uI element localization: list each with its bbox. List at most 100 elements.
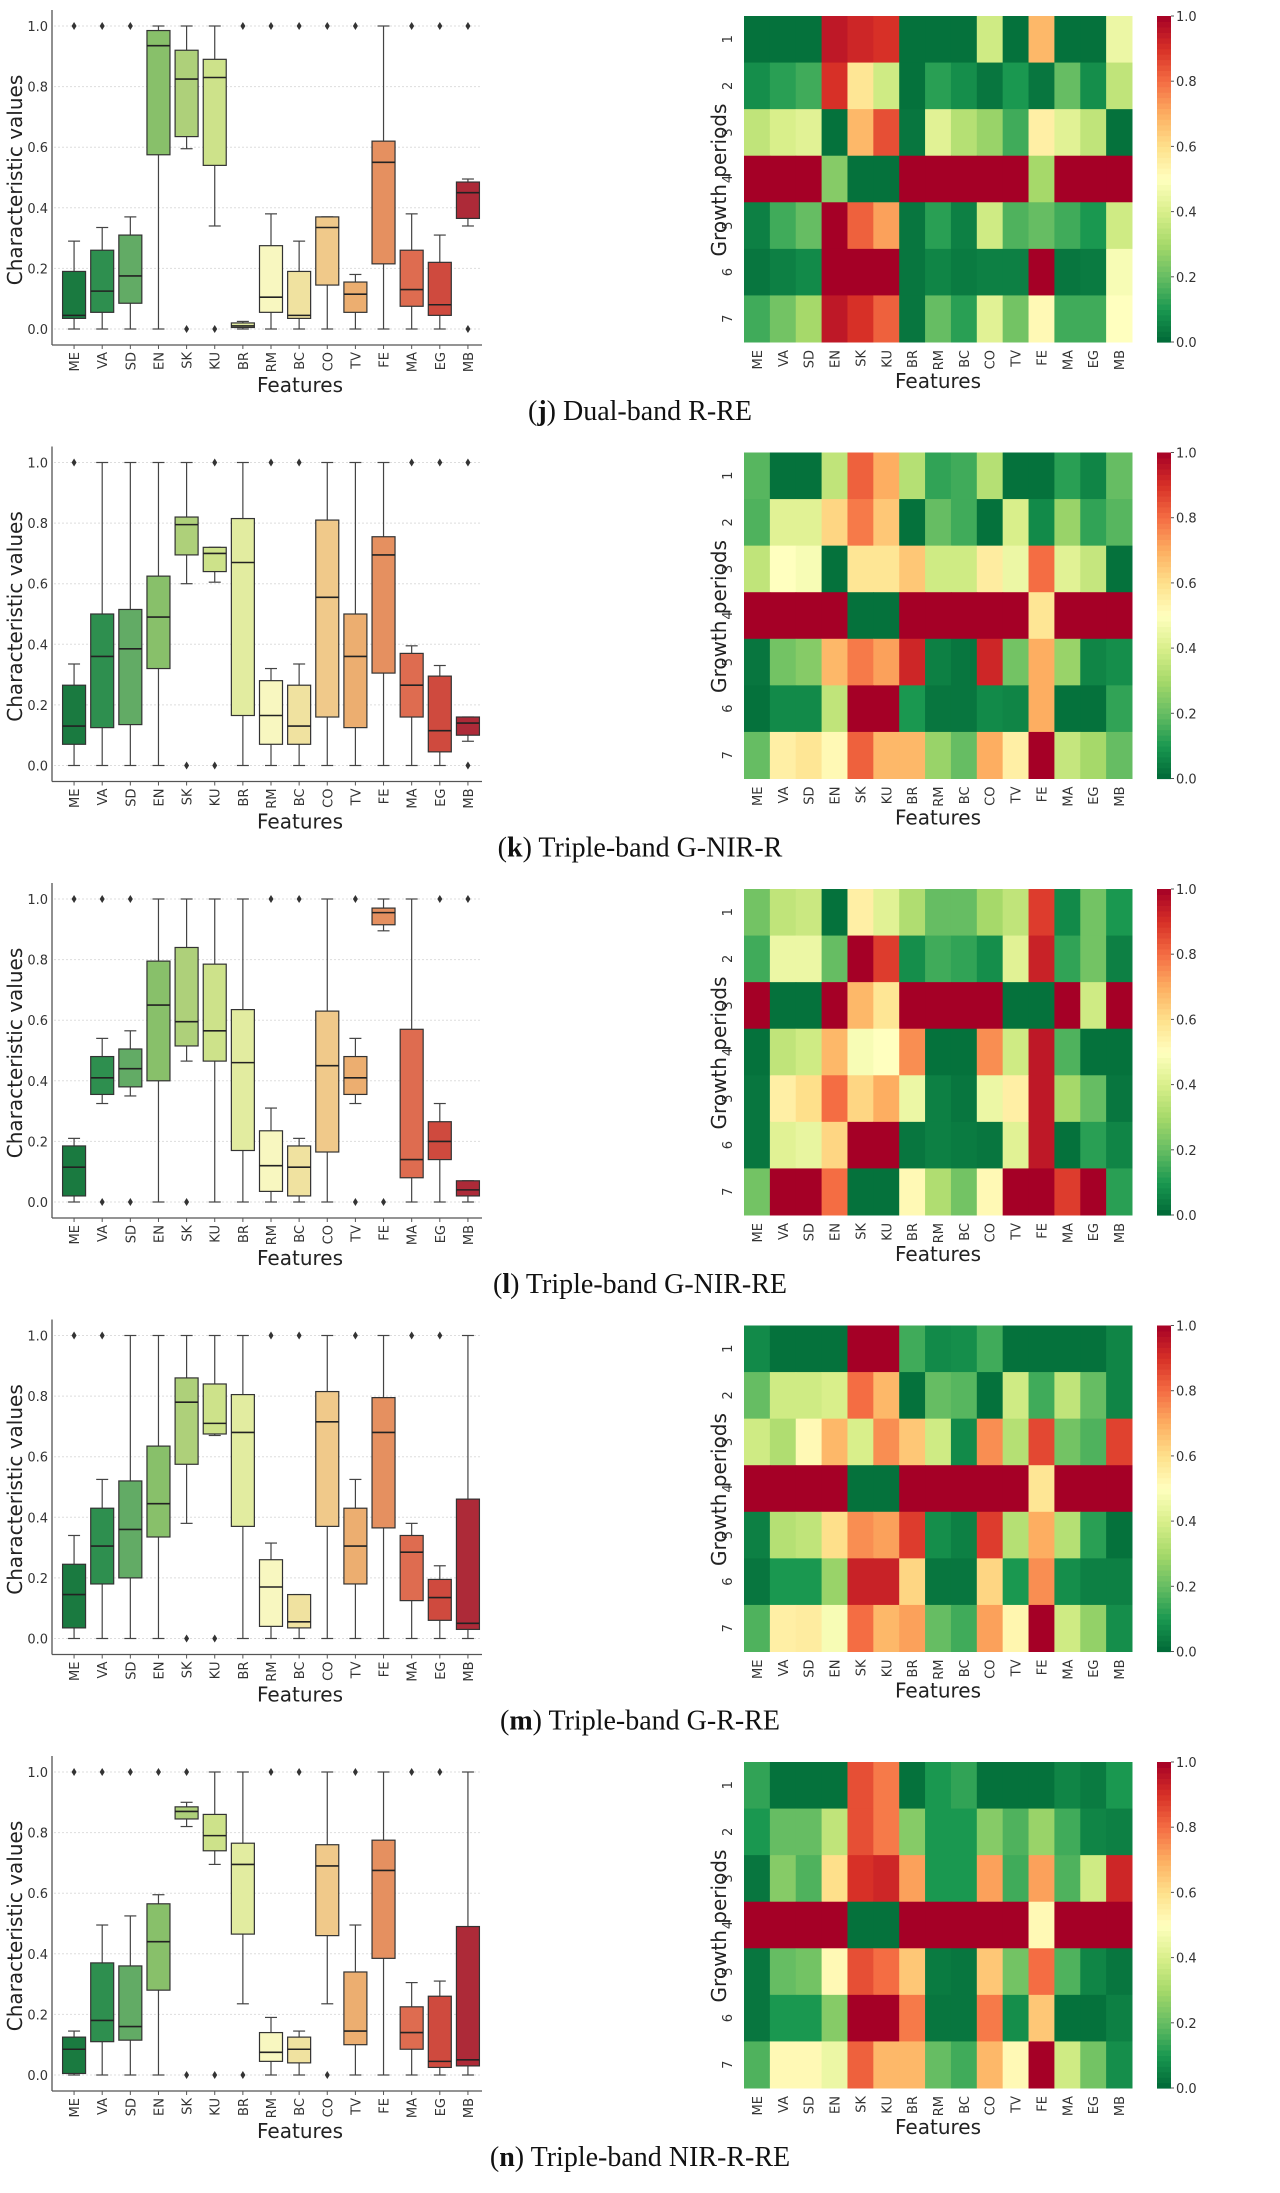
outlier-point (437, 458, 443, 467)
colorbar-tick-label: 0.6 (1176, 1450, 1197, 1465)
heatmap-cell-1-SD (795, 452, 823, 500)
heatmap-cell-1-ME (744, 889, 771, 937)
x-axis-title: Features (895, 1679, 981, 1703)
heatmap-cell-3-EN (821, 545, 848, 593)
colorbar-segment (1157, 336, 1171, 343)
colorbar-segment (1157, 314, 1171, 321)
x-tick-label: ME (751, 1223, 766, 1242)
colorbar-segment (1157, 75, 1171, 82)
caption-paren: ) (523, 833, 532, 864)
colorbar-segment (1157, 751, 1171, 758)
heatmap-cell-5-BR (899, 1075, 926, 1123)
heatmap-cell-5-TV (1002, 1511, 1030, 1559)
heatmap-cell-7-FE (1028, 731, 1055, 779)
colorbar-segment (1157, 1013, 1171, 1020)
heatmap-cell-7-CO (976, 731, 1004, 779)
outlier-point (99, 1768, 105, 1776)
x-tick-label: MA (406, 1661, 421, 1681)
heatmap-cell-2-BR (899, 1808, 926, 1856)
heatmap-cell-4-CO (976, 592, 1004, 640)
heatmap-cell-4-BC (950, 1465, 978, 1513)
heatmap-cell-1-SD (795, 16, 823, 64)
colorbar-tick-label: 0.4 (1176, 1079, 1197, 1094)
colorbar-segment (1157, 593, 1171, 600)
heatmap-cell-2-CO (976, 1372, 1004, 1420)
colorbar-tick-label: 0.4 (1176, 1952, 1197, 1967)
colorbar-segment (1157, 1531, 1171, 1538)
colorbar-segment (1157, 157, 1171, 164)
heatmap-cell-7-MB (1106, 1604, 1133, 1652)
colorbar-segment (1157, 718, 1171, 725)
heatmap-cell-3-SK (847, 1855, 874, 1903)
heatmap-cell-1-KU (873, 1762, 900, 1810)
colorbar-segment (1157, 2071, 1171, 2078)
y-tick-label: 7 (721, 315, 736, 323)
box-body (455, 716, 481, 736)
box-TV (343, 461, 368, 767)
heatmap-cell-6-EG (1080, 1121, 1107, 1169)
heatmap-cell-6-BC (950, 1558, 978, 1606)
outlier-point (212, 2071, 218, 2079)
heatmap-cell-4-VA (769, 1465, 797, 1513)
heatmap-cell-2-SD (795, 62, 823, 110)
box-FE (371, 1771, 396, 2076)
colorbar-segment (1157, 1472, 1171, 1479)
y-tick-label: 4 (721, 611, 736, 619)
colorbar-segment (1157, 1521, 1171, 1528)
colorbar-segment (1157, 206, 1171, 213)
heatmap-cell-2-BR (899, 1372, 926, 1420)
box-body (90, 1962, 115, 2043)
heatmap-cell-2-EG (1080, 1372, 1107, 1420)
heatmap-cell-3-BR (899, 545, 926, 593)
panel-caption: (j) Dual-band R-RE (528, 396, 752, 427)
box-TV (343, 1768, 368, 2076)
outlier-point (71, 895, 77, 903)
heatmap-cell-1-BR (899, 452, 926, 500)
box-body (343, 1971, 368, 2046)
heatmap-cell-2-TV (1002, 1808, 1030, 1856)
heatmap-cell-1-EG (1080, 452, 1107, 500)
heatmap-cell-6-CO (976, 685, 1004, 733)
y-tick-label: 0.0 (27, 2069, 48, 2084)
caption-paren: ( (490, 2142, 499, 2173)
box-FE (371, 25, 396, 330)
colorbar-tick-label: 0.2 (1176, 1580, 1197, 1595)
heatmap-cell-5-EG (1080, 638, 1107, 686)
heatmap-cell-3-SD (795, 545, 823, 593)
box-body (343, 613, 368, 729)
heatmap-cell-1-BC (950, 16, 978, 64)
box-MB (455, 1771, 481, 2076)
colorbar-segment (1157, 1461, 1171, 1468)
x-tick-label: SD (124, 1225, 139, 1243)
y-tick-label: 3 (721, 1874, 736, 1882)
colorbar-segment (1157, 566, 1171, 573)
x-tick-label: SD (803, 1223, 818, 1241)
colorbar-segment (1157, 1385, 1171, 1392)
colorbar-segment (1157, 1542, 1171, 1549)
colorbar-segment (1157, 1870, 1171, 1877)
colorbar-segment (1157, 894, 1171, 901)
x-tick-label: KU (209, 352, 224, 370)
x-tick-label: RM (932, 1660, 947, 1680)
colorbar-segment (1157, 108, 1171, 115)
x-tick-label: BR (237, 1662, 252, 1680)
colorbar-segment (1157, 916, 1171, 923)
x-tick-label: ME (68, 1225, 83, 1244)
outlier-point (212, 1634, 218, 1643)
x-tick-label: SD (803, 2096, 818, 2114)
colorbar-segment (1157, 1903, 1171, 1910)
x-tick-label: FE (378, 352, 393, 368)
heatmap-cell-5-BC (950, 1948, 978, 1996)
colorbar-segment (1157, 691, 1171, 698)
heatmap-cell-5-VA (769, 202, 797, 250)
heatmap-cell-4-BC (950, 155, 978, 203)
heatmap-cell-4-ME (744, 155, 771, 203)
heatmap-cell-2-EN (821, 499, 848, 547)
heatmap-cell-6-ME (744, 1558, 771, 1606)
heatmap-cell-4-EG (1080, 592, 1107, 640)
heatmap-cell-5-SK (847, 1511, 874, 1559)
heatmap-cell-6-EN (821, 1121, 848, 1169)
heatmap-cell-2-EN (821, 1808, 848, 1856)
colorbar-segment (1157, 2011, 1171, 2018)
heatmap-cell-6-MA (1054, 1994, 1081, 2042)
